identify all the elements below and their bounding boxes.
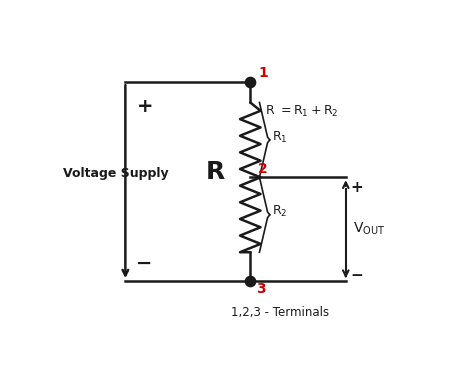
Text: +: + xyxy=(350,180,363,195)
Text: $\mathrm{R}_1$: $\mathrm{R}_1$ xyxy=(272,129,288,145)
Text: 1,2,3 - Terminals: 1,2,3 - Terminals xyxy=(230,306,329,319)
Text: −: − xyxy=(350,268,363,283)
Text: $\mathrm{V_{OUT}}$: $\mathrm{V_{OUT}}$ xyxy=(353,221,385,237)
Text: 1: 1 xyxy=(258,66,268,80)
Text: R: R xyxy=(206,160,225,184)
Text: +: + xyxy=(137,97,153,116)
Text: 3: 3 xyxy=(256,282,265,297)
Point xyxy=(246,79,254,85)
Text: 2: 2 xyxy=(258,162,268,176)
Text: $\mathrm{R}_2$: $\mathrm{R}_2$ xyxy=(272,204,288,220)
Text: R $=\mathrm{R}_1+\mathrm{R}_2$: R $=\mathrm{R}_1+\mathrm{R}_2$ xyxy=(265,104,338,119)
Text: −: − xyxy=(137,254,153,273)
Text: Voltage Supply: Voltage Supply xyxy=(63,166,169,180)
Point xyxy=(246,278,254,284)
